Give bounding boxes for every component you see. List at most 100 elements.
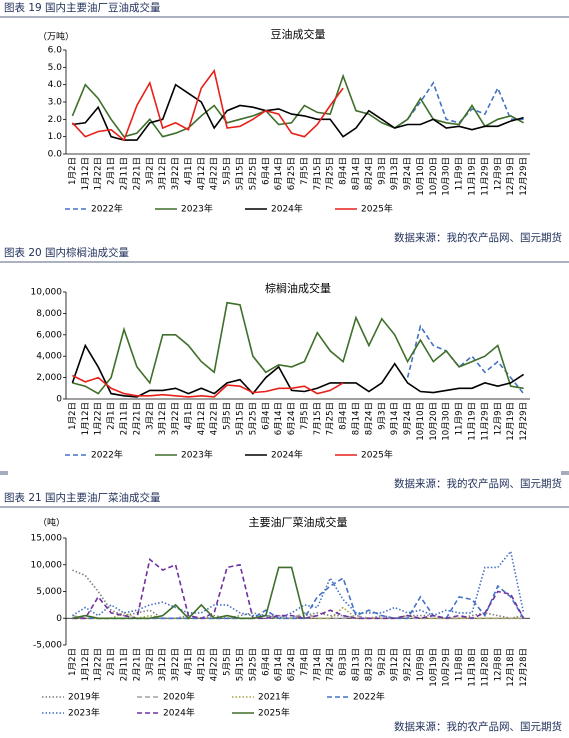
x-tick-label: 7月24日 — [326, 648, 336, 681]
x-tick-label: 6月4日 — [261, 157, 271, 185]
chart-title: 主要油厂菜油成交量 — [249, 515, 348, 529]
x-tick-label: 3月22日 — [171, 402, 181, 435]
x-tick-label: 7月25日 — [326, 157, 336, 190]
legend-label: 2022年 — [91, 449, 123, 461]
x-tick-label: 6月14日 — [274, 157, 284, 190]
x-tick-label: 7月15日 — [313, 402, 323, 435]
x-tick-label: 2月11日 — [120, 648, 130, 681]
x-tick-label: 2月21日 — [132, 402, 142, 435]
x-tick-label: 10月9日 — [416, 648, 426, 681]
legend-label: 2023年 — [181, 449, 213, 461]
y-tick-label: 8,000 — [36, 309, 62, 319]
x-tick-label: 12月19日 — [506, 157, 516, 196]
series-line — [72, 301, 524, 395]
x-tick-label: 2月1日 — [107, 402, 117, 430]
x-tick-label: 8月4日 — [339, 402, 349, 430]
legend-label: 2024年 — [163, 707, 195, 719]
x-tick-label: 12月28日 — [519, 648, 529, 687]
x-tick-label: 11月9日 — [455, 157, 465, 190]
x-tick-label: 1月2日 — [68, 402, 78, 430]
x-tick-label: 6月4日 — [261, 402, 271, 430]
y-tick-label: 4.0 — [48, 80, 63, 90]
legend-label: 2019年 — [68, 691, 100, 703]
x-tick-label: 11月28日 — [480, 648, 490, 687]
x-tick-label: 1月22日 — [94, 402, 104, 435]
x-tick-label: 5月25日 — [248, 648, 258, 681]
x-tick-label: 3月2日 — [145, 402, 155, 430]
x-tick-label: 11月9日 — [455, 402, 465, 435]
series-line — [71, 549, 525, 620]
x-tick-label: 4月22日 — [210, 157, 220, 190]
series-line — [72, 557, 525, 620]
x-tick-label: 9月22日 — [403, 648, 413, 681]
x-tick-label: 1月12日 — [81, 402, 91, 435]
x-tick-label: 10月29日 — [442, 648, 452, 687]
x-tick-label: 1月22日 — [94, 648, 104, 681]
x-tick-label: 3月12日 — [158, 157, 168, 190]
x-tick-label: 10月10日 — [416, 157, 426, 196]
y-tick-label: 5,000 — [36, 587, 62, 597]
x-tick-label: 5月15日 — [236, 402, 246, 435]
x-tick-label: 9月24日 — [403, 402, 413, 435]
x-tick-label: 2月21日 — [132, 648, 142, 681]
x-tick-label: 7月5日 — [300, 402, 310, 430]
y-unit: （吨） — [38, 517, 65, 529]
series-line — [406, 324, 525, 395]
figure-caption: 图表 21 国内主要油厂菜油成交量 — [4, 491, 161, 504]
figure-caption: 图表 19 国内主要油厂豆油成交量 — [4, 1, 161, 14]
x-tick-label: 8月24日 — [364, 157, 374, 190]
chart-title: 棕榈油成交量 — [265, 281, 331, 295]
x-tick-label: 12月29日 — [519, 402, 529, 441]
x-tick-label: 10月10日 — [416, 402, 426, 441]
legend-label: 2025年 — [361, 203, 393, 215]
figure-caption: 图表 20 国内棕榈油成交量 — [4, 246, 130, 259]
x-tick-label: 12月29日 — [519, 157, 529, 196]
x-tick-label: 6月24日 — [287, 402, 297, 435]
y-tick-label: 2.0 — [48, 115, 63, 125]
x-tick-label: 3月2日 — [145, 157, 155, 185]
y-tick-label: 15,000 — [31, 534, 63, 544]
series-line — [72, 566, 306, 620]
x-tick-label: 6月24日 — [287, 648, 297, 681]
y-tick-label: 5.0 — [48, 63, 63, 73]
series-line — [394, 81, 524, 129]
x-tick-label: 8月4日 — [339, 157, 349, 185]
x-tick-label: 9月24日 — [403, 157, 413, 190]
series-line — [72, 374, 344, 398]
x-tick-label: 1月12日 — [81, 648, 91, 681]
x-tick-label: 1月2日 — [68, 157, 78, 185]
x-tick-label: 4月12日 — [197, 648, 207, 681]
x-tick-label: 11月18日 — [468, 648, 478, 687]
y-tick-label: 3.0 — [48, 98, 63, 108]
x-tick-label: 5月25日 — [248, 157, 258, 190]
x-tick-label: 9月2日 — [377, 648, 387, 676]
y-tick-label: -5,000 — [33, 641, 62, 651]
x-tick-label: 8月14日 — [352, 157, 362, 190]
x-tick-label: 9月3日 — [377, 157, 387, 185]
legend-label: 2020年 — [163, 691, 195, 703]
chart-title: 豆油成交量 — [271, 27, 326, 41]
x-tick-label: 2月1日 — [107, 648, 117, 676]
x-tick-label: 11月19日 — [468, 402, 478, 441]
x-tick-label: 2月1日 — [107, 157, 117, 185]
y-tick-label: 1.0 — [48, 132, 63, 142]
x-tick-label: 6月25日 — [287, 157, 297, 190]
x-tick-label: 12月9日 — [493, 402, 503, 435]
x-tick-label: 11月29日 — [480, 157, 490, 196]
x-tick-label: 7月5日 — [300, 157, 310, 185]
legend-label: 2022年 — [91, 203, 123, 215]
x-tick-label: 5月15日 — [236, 648, 246, 681]
legend-label: 2025年 — [258, 707, 290, 719]
x-tick-label: 4月22日 — [210, 402, 220, 435]
x-tick-label: 2月11日 — [120, 402, 130, 435]
x-tick-label: 7月15日 — [313, 157, 323, 190]
legend-label: 2024年 — [271, 203, 303, 215]
x-tick-label: 3月22日 — [171, 157, 181, 190]
series-line — [71, 73, 524, 138]
y-tick-label: 2,000 — [36, 373, 62, 383]
x-tick-label: 4月12日 — [197, 402, 207, 435]
legend-label: 2025年 — [361, 449, 393, 461]
legend-label: 2023年 — [68, 707, 100, 719]
legend-label: 2022年 — [353, 691, 385, 703]
